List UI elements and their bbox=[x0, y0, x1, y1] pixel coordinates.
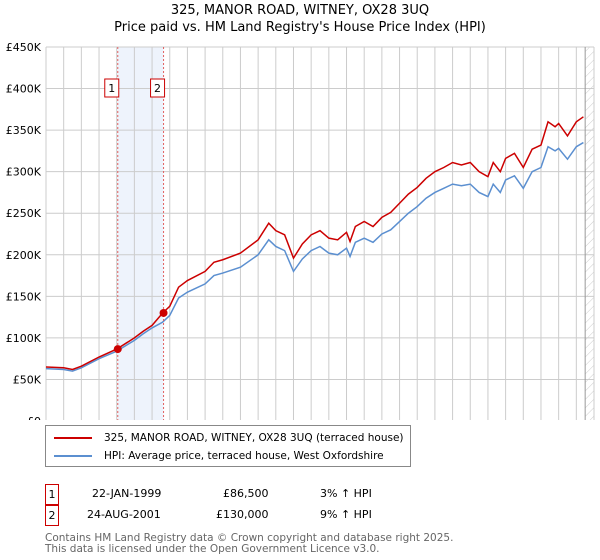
title-line: 325, MANOR ROAD, WITNEY, OX28 3UQ bbox=[170, 3, 430, 18]
sale-badge: 1 bbox=[45, 484, 59, 505]
legend-item-hpi: HPI: Average price, terraced house, West… bbox=[54, 450, 384, 462]
sale-period-shading bbox=[117, 47, 164, 420]
sale-price: £130,000 bbox=[216, 508, 269, 521]
y-tick-label: £350K bbox=[6, 124, 42, 137]
sale-label-box bbox=[150, 78, 166, 98]
chart-title: 325, MANOR ROAD, WITNEY, OX28 3UQ Price … bbox=[0, 2, 600, 36]
legend: 325, MANOR ROAD, WITNEY, OX28 3UQ (terra… bbox=[45, 425, 411, 467]
series-line bbox=[45, 141, 584, 372]
y-tick-label: £150K bbox=[6, 290, 42, 303]
sale-hpi: 3% ↑ HPI bbox=[320, 487, 372, 500]
sale-label: 2 bbox=[154, 82, 161, 95]
sale-label-box bbox=[104, 78, 120, 98]
footer: Contains HM Land Registry data © Crown c… bbox=[45, 533, 453, 555]
y-tick-label: £450K bbox=[6, 41, 42, 54]
plot-area: 1995199619971998199920002001200220032004… bbox=[6, 41, 595, 420]
sale-row: 1 22-JAN-1999 £86,500 3% ↑ HPI bbox=[45, 484, 425, 505]
footer-line: This data is licensed under the Open Gov… bbox=[45, 543, 380, 555]
subtitle-line: Price paid vs. HM Land Registry's House … bbox=[114, 20, 486, 35]
sale-label: 1 bbox=[108, 82, 115, 95]
blue-line-swatch bbox=[54, 455, 92, 457]
legend-label: HPI: Average price, terraced house, West… bbox=[104, 450, 384, 462]
sale-price: £86,500 bbox=[223, 487, 269, 500]
sale-date: 22-JAN-1999 bbox=[92, 487, 162, 500]
y-tick-label: £400K bbox=[6, 83, 42, 96]
series-line bbox=[45, 116, 584, 371]
sale-row: 2 24-AUG-2001 £130,000 9% ↑ HPI bbox=[45, 505, 425, 526]
legend-label: 325, MANOR ROAD, WITNEY, OX28 3UQ (terra… bbox=[104, 432, 404, 444]
sale-point bbox=[113, 345, 122, 354]
sale-point bbox=[159, 308, 168, 317]
y-tick-label: £0 bbox=[27, 415, 41, 420]
sale-hpi: 9% ↑ HPI bbox=[320, 508, 372, 521]
y-tick-label: £300K bbox=[6, 166, 42, 179]
footer-line: Contains HM Land Registry data © Crown c… bbox=[45, 532, 454, 544]
y-tick-label: £200K bbox=[6, 249, 42, 262]
y-tick-label: £250K bbox=[6, 207, 42, 220]
sale-badge: 2 bbox=[45, 505, 59, 526]
legend-item-property: 325, MANOR ROAD, WITNEY, OX28 3UQ (terra… bbox=[54, 432, 404, 444]
sale-date: 24-AUG-2001 bbox=[87, 508, 161, 521]
forecast-hatch bbox=[585, 47, 594, 420]
y-tick-label: £50K bbox=[13, 373, 42, 386]
red-line-swatch bbox=[54, 437, 92, 439]
y-tick-label: £100K bbox=[6, 332, 42, 345]
